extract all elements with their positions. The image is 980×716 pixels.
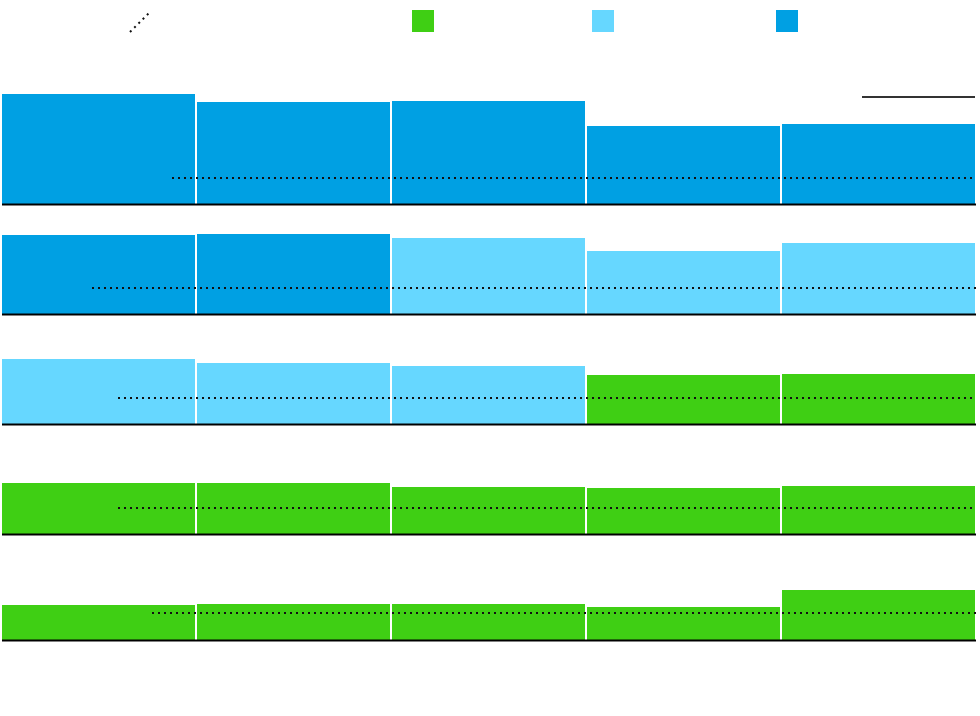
legend-swatch-green	[412, 10, 434, 32]
bar-row5-col4	[587, 607, 780, 640]
bar-row1-col2	[197, 102, 390, 204]
bar-row2-col4	[587, 251, 780, 314]
bar-row3-col4	[587, 375, 780, 424]
bar-row3-col3	[392, 366, 585, 424]
bar-row1-col5	[782, 124, 975, 204]
bar-row5-col1	[2, 605, 195, 640]
bar-row2-col3	[392, 238, 585, 314]
bar-row3-col2	[197, 363, 390, 424]
bar-row3-col1	[2, 359, 195, 424]
bar-row4-col1	[2, 483, 195, 534]
bar-row5-col5	[782, 590, 975, 640]
bar-row4-col4	[587, 488, 780, 534]
bar-row2-col2	[197, 234, 390, 314]
bar-row2-col5	[782, 243, 975, 314]
bar-row4-col3	[392, 487, 585, 534]
legend-swatch-dark_blue	[776, 10, 798, 32]
bar-row2-col1	[2, 235, 195, 314]
bar-row4-col5	[782, 486, 975, 534]
bar-row5-col2	[197, 604, 390, 640]
legend-dotted-line-icon	[129, 11, 151, 33]
bar-row5-col3	[392, 604, 585, 640]
bar-row1-col1	[2, 94, 195, 204]
bar-row1-col3	[392, 101, 585, 204]
bar-row1-col4	[587, 126, 780, 204]
legend-swatch-light_blue	[592, 10, 614, 32]
